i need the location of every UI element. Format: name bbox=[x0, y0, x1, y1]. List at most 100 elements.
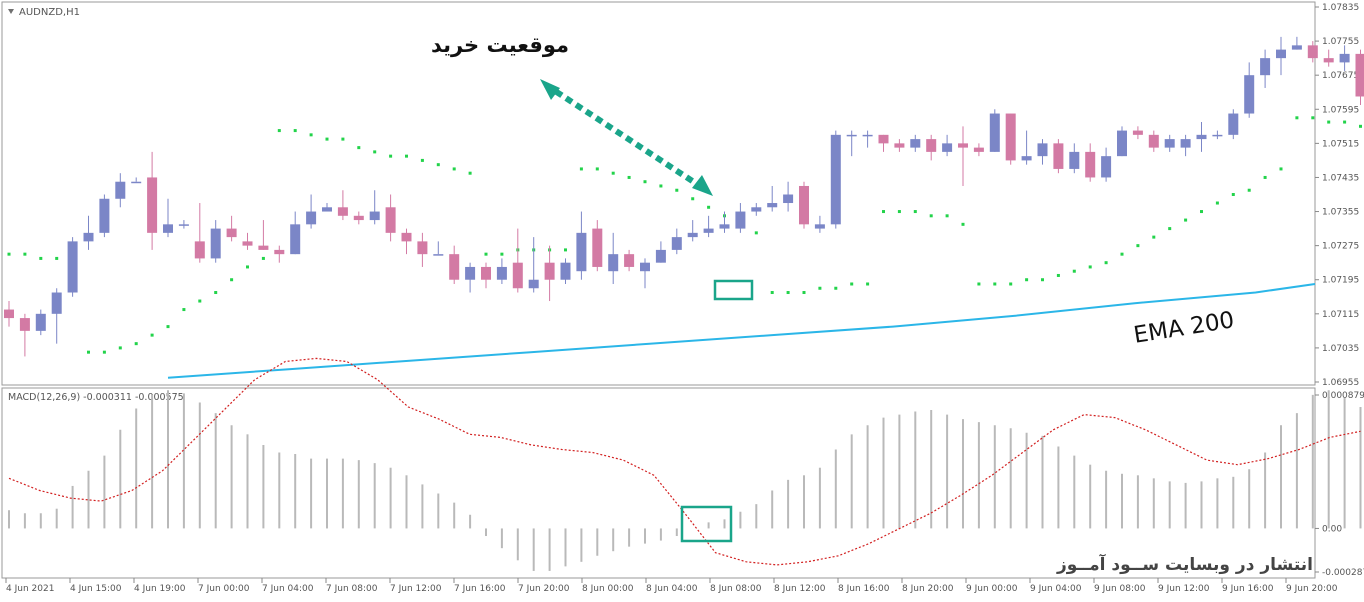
candle-body bbox=[640, 263, 650, 272]
time-tick-label: 7 Jun 04:00 bbox=[262, 584, 314, 594]
sar-dot bbox=[23, 253, 26, 256]
candle-body bbox=[847, 135, 857, 137]
candle-body bbox=[1165, 139, 1175, 148]
price-tick-label: 1.07755 bbox=[1322, 37, 1359, 47]
candle-body bbox=[688, 233, 698, 237]
candle-body bbox=[831, 135, 841, 224]
sar-dot bbox=[357, 146, 360, 149]
sar-dot bbox=[1025, 278, 1028, 281]
candle-body bbox=[1117, 131, 1127, 157]
sar-dot bbox=[962, 223, 965, 226]
sar-dot bbox=[596, 167, 599, 170]
sar-dot bbox=[437, 163, 440, 166]
time-tick-label: 7 Jun 12:00 bbox=[390, 584, 442, 594]
candle-body bbox=[1038, 143, 1048, 156]
sar-dot bbox=[119, 346, 122, 349]
sar-dot bbox=[39, 257, 42, 260]
macd-signal-layer bbox=[9, 358, 1361, 565]
time-tick-label: 9 Jun 12:00 bbox=[1158, 584, 1210, 594]
sar-dot bbox=[246, 265, 249, 268]
candle-body bbox=[910, 139, 920, 148]
candle-body bbox=[1212, 135, 1222, 137]
candle-body bbox=[1006, 114, 1016, 161]
macd-histogram-layer bbox=[9, 390, 1361, 571]
sar-dot bbox=[55, 257, 58, 260]
sar-dot bbox=[850, 282, 853, 285]
candle-body bbox=[52, 293, 62, 314]
price-panel-frame bbox=[2, 2, 1315, 385]
sar-dot bbox=[1168, 227, 1171, 230]
sar-dot bbox=[564, 248, 567, 251]
sar-dot bbox=[1216, 202, 1219, 205]
sar-dot bbox=[787, 291, 790, 294]
time-tick-label: 9 Jun 08:00 bbox=[1094, 584, 1146, 594]
sar-dot bbox=[1232, 193, 1235, 196]
sar-dot bbox=[1184, 219, 1187, 222]
price-tick-label: 1.07035 bbox=[1322, 344, 1359, 354]
sar-dot bbox=[580, 167, 583, 170]
candle-body bbox=[576, 233, 586, 271]
candle-body bbox=[592, 229, 602, 267]
candle-body bbox=[767, 203, 777, 207]
sar-dot bbox=[1359, 125, 1362, 128]
sar-dot bbox=[469, 172, 472, 175]
sar-dot bbox=[326, 138, 329, 141]
candle-body bbox=[561, 263, 571, 280]
price-axis: 1.078351.077551.076751.075951.075151.074… bbox=[1315, 3, 1359, 388]
sar-dot bbox=[182, 308, 185, 311]
sar-dot bbox=[230, 278, 233, 281]
sar-dot bbox=[866, 282, 869, 285]
candle-body bbox=[958, 143, 968, 147]
sar-dot bbox=[1152, 236, 1155, 239]
candle-body bbox=[1356, 54, 1364, 97]
dotted-arrow bbox=[546, 85, 706, 190]
candle-body bbox=[274, 250, 284, 254]
sar-dot bbox=[103, 351, 106, 354]
sar-dot bbox=[389, 155, 392, 158]
sar-dot bbox=[1009, 282, 1012, 285]
candle-body bbox=[513, 263, 523, 289]
time-tick-label: 8 Jun 16:00 bbox=[838, 584, 890, 594]
sar-dot bbox=[993, 282, 996, 285]
macd-tick-label: -0.000287 bbox=[1322, 568, 1364, 578]
sar-dot bbox=[1327, 121, 1330, 124]
sar-dot bbox=[1136, 244, 1139, 247]
sar-dot bbox=[214, 291, 217, 294]
sar-dot bbox=[310, 133, 313, 136]
candle-body bbox=[243, 241, 253, 245]
candle-body bbox=[942, 143, 952, 152]
time-tick-label: 7 Jun 08:00 bbox=[326, 584, 378, 594]
candle-body bbox=[1133, 131, 1143, 135]
candle-body bbox=[1244, 75, 1254, 113]
candle-body bbox=[656, 250, 666, 263]
candle-body bbox=[322, 207, 332, 211]
sar-dot bbox=[405, 155, 408, 158]
sar-dot bbox=[914, 210, 917, 213]
price-tick-label: 1.07835 bbox=[1322, 3, 1359, 13]
sar-dot bbox=[1105, 261, 1108, 264]
buy-position-label: موقعیت خرید bbox=[431, 33, 569, 57]
price-tick-label: 1.07115 bbox=[1322, 310, 1359, 320]
sar-dot bbox=[278, 129, 281, 132]
sar-dot bbox=[1311, 116, 1314, 119]
sar-dot bbox=[1089, 265, 1092, 268]
candle-body bbox=[1292, 45, 1302, 49]
price-tick-label: 1.07195 bbox=[1322, 276, 1359, 286]
candle-body bbox=[211, 229, 221, 259]
dropdown-triangle-icon[interactable] bbox=[8, 9, 14, 14]
sar-dot bbox=[818, 287, 821, 290]
candle-body bbox=[704, 229, 714, 233]
sar-dot bbox=[946, 214, 949, 217]
sar-dot bbox=[834, 287, 837, 290]
candle-body bbox=[751, 207, 761, 211]
sar-dot bbox=[262, 257, 265, 260]
candle-body bbox=[370, 212, 380, 221]
sar-dot bbox=[1073, 270, 1076, 273]
arrow-head-start-icon bbox=[540, 79, 560, 100]
sar-dot bbox=[373, 150, 376, 153]
time-tick-label: 7 Jun 00:00 bbox=[198, 584, 250, 594]
candle-body bbox=[815, 224, 825, 228]
candle-body bbox=[1149, 135, 1159, 148]
time-tick-label: 4 Jun 19:00 bbox=[134, 584, 186, 594]
time-tick-label: 4 Jun 2021 bbox=[6, 584, 54, 594]
